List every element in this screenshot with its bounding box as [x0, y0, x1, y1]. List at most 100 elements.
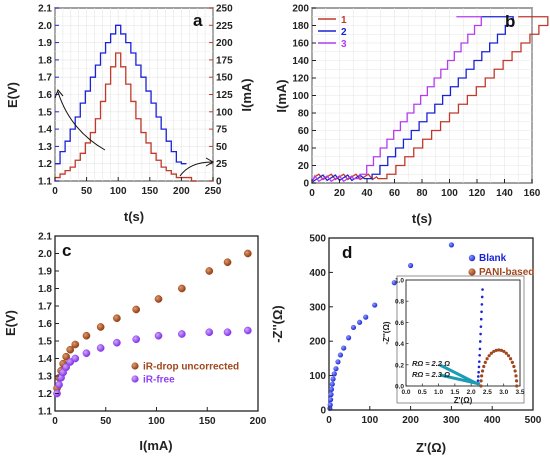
- x-tick-label: 0: [309, 188, 315, 199]
- x-tick-label: 50: [100, 416, 112, 427]
- inset-x-tick-label: 2.5: [483, 389, 492, 396]
- panel-d-xlabel: Z'(Ω): [416, 440, 446, 455]
- inset-pani-point: [512, 364, 516, 369]
- panel-a-ticks: 0 50 100 150 200 2501.11.21.31.41.51.61.71.81…: [38, 4, 233, 198]
- inset-blank-point: [478, 340, 482, 343]
- nyquist-blank-point: [448, 242, 454, 248]
- panel-a-xlabel: t(s): [124, 209, 144, 224]
- y-tick-label-left: 1.8: [38, 55, 52, 66]
- inset-xlabel: Z'(Ω): [454, 396, 473, 405]
- ir-free-point: [55, 380, 63, 389]
- y-tick-label: 1.3: [38, 372, 52, 383]
- y-tick-label-right: 0: [216, 177, 222, 188]
- inset-y-tick-label: 0.4: [395, 341, 404, 348]
- current-step-series-1: [311, 16, 549, 183]
- panel-c-series: [53, 249, 252, 398]
- y-tick-label-right: 175: [216, 55, 233, 66]
- y-tick-label: 180: [292, 21, 309, 32]
- ir-free-point: [223, 328, 232, 337]
- nyquist-blank-point: [345, 335, 352, 341]
- x-tick-label: 160: [524, 188, 541, 199]
- panel-d-label: d: [342, 243, 352, 262]
- y-tick-label: 1.4: [38, 354, 52, 365]
- y-tick-label-right: 75: [216, 125, 228, 136]
- panel-c: 0 50 100 150 200 1.1 1.2 1.3 1.4 1.5 1.6 1.7 1.8 1.9 2…: [3, 232, 267, 454]
- x-tick-label: 0: [52, 186, 58, 197]
- y-tick-label-left: 2.1: [38, 4, 52, 15]
- inset-blank-point: [480, 303, 484, 306]
- y-tick-label: 100: [309, 371, 326, 382]
- y-tick-label-right: 250: [216, 4, 233, 15]
- legend-marker: [131, 375, 139, 383]
- panel-c-xlabel: I(mA): [139, 438, 172, 453]
- ir-free-point: [71, 354, 80, 363]
- panel-d: 0 100 200 300 400 500 0 100 200 300 400 500 Blank PA…: [270, 234, 542, 456]
- panel-b-grid: [311, 7, 533, 184]
- ir-free-point: [113, 338, 121, 347]
- inset-x-tick-label: 1.0: [434, 389, 443, 396]
- x-tick-label: 120: [469, 188, 486, 199]
- annotation-arrow: [439, 373, 481, 386]
- inset-pani-point: [502, 349, 506, 354]
- nyquist-blank-point: [337, 352, 344, 358]
- y-tick-label: 500: [309, 234, 326, 245]
- y-tick-label-left: 1.5: [38, 107, 52, 118]
- panel-c-legend: iR-drop uncorrected iR-free: [131, 362, 239, 386]
- legend-marker: [131, 362, 139, 370]
- y-tick-label: 80: [298, 109, 310, 120]
- arrow-right: [179, 161, 213, 177]
- y-tick-label-right: 125: [216, 90, 233, 101]
- y-tick-label: 1.7: [38, 302, 52, 313]
- inset-pani-point: [515, 384, 519, 388]
- y-tick-label-left: 1.3: [38, 142, 52, 153]
- inset-x-tick-label: 3.0: [499, 389, 508, 396]
- inset-ylabel: -Z''(Ω): [382, 321, 391, 344]
- annotation-label: RΩ ≈ 2.3 Ω: [412, 370, 450, 379]
- panel-a-ylabel-left: E(V): [5, 82, 20, 108]
- x-tick-label: 100: [361, 415, 378, 426]
- x-tick-label: 150: [199, 416, 216, 427]
- ir-free-point: [205, 328, 214, 337]
- y-tick-label-right: 200: [216, 38, 233, 49]
- inset-blank-point: [480, 310, 483, 314]
- x-tick-label: 0: [52, 416, 58, 427]
- y-tick-label: 0: [320, 406, 326, 417]
- inset-pani-point: [499, 348, 503, 352]
- inset-y-tick-label: 0.2: [395, 362, 404, 369]
- panel-b-xlabel: t(s): [412, 211, 432, 226]
- legend-label: 1: [341, 15, 347, 26]
- inset-x-tick-label: 0.0: [401, 389, 410, 396]
- inset-pani-point: [482, 364, 486, 369]
- x-tick-label: 100: [148, 416, 165, 427]
- uncorrected-point: [66, 345, 75, 354]
- inset-pani-point: [513, 369, 517, 373]
- uncorrected-point: [244, 249, 252, 258]
- uncorrected-point: [96, 323, 105, 331]
- ir-free-point: [154, 331, 163, 340]
- x-tick-label: 40: [361, 188, 373, 199]
- y-tick-label: 60: [298, 126, 310, 137]
- uncorrected-point: [113, 314, 121, 323]
- inset-pani-point: [504, 351, 508, 355]
- x-tick-label: 100: [441, 188, 458, 199]
- legend-label: Blank: [479, 253, 507, 264]
- inset-pani-point: [494, 348, 498, 352]
- panel-d-inset: 0.0 0.5 1.0 1.5 2.0 2.5 3.0 3.5 0.0 0.2 0.4 0.6 0.8 1…: [382, 275, 525, 405]
- y-tick-label: 40: [298, 144, 310, 155]
- y-tick-label: 2.0: [38, 249, 52, 260]
- x-tick-label: 20: [334, 188, 346, 199]
- legend-marker: [468, 254, 476, 262]
- panel-b: 0 20 40 60 80 100 120 140 160 0 20 40 60 80 100 120 140 1…: [274, 4, 549, 226]
- panel-d-legend: Blank PANI-based: [468, 253, 534, 278]
- y-tick-label-right: 150: [216, 73, 233, 84]
- y-tick-label-left: 1.9: [38, 38, 52, 49]
- panel-a-series: [55, 24, 197, 182]
- y-tick-label: 100: [292, 91, 309, 102]
- legend-label: iR-drop uncorrected: [143, 362, 239, 373]
- nyquist-blank-point: [331, 371, 337, 377]
- x-tick-label: 100: [110, 186, 127, 197]
- arrow-right-head: [205, 157, 215, 167]
- legend-label: PANI-based: [479, 267, 534, 278]
- current-series: [55, 52, 197, 182]
- inset-pani-point: [480, 374, 484, 378]
